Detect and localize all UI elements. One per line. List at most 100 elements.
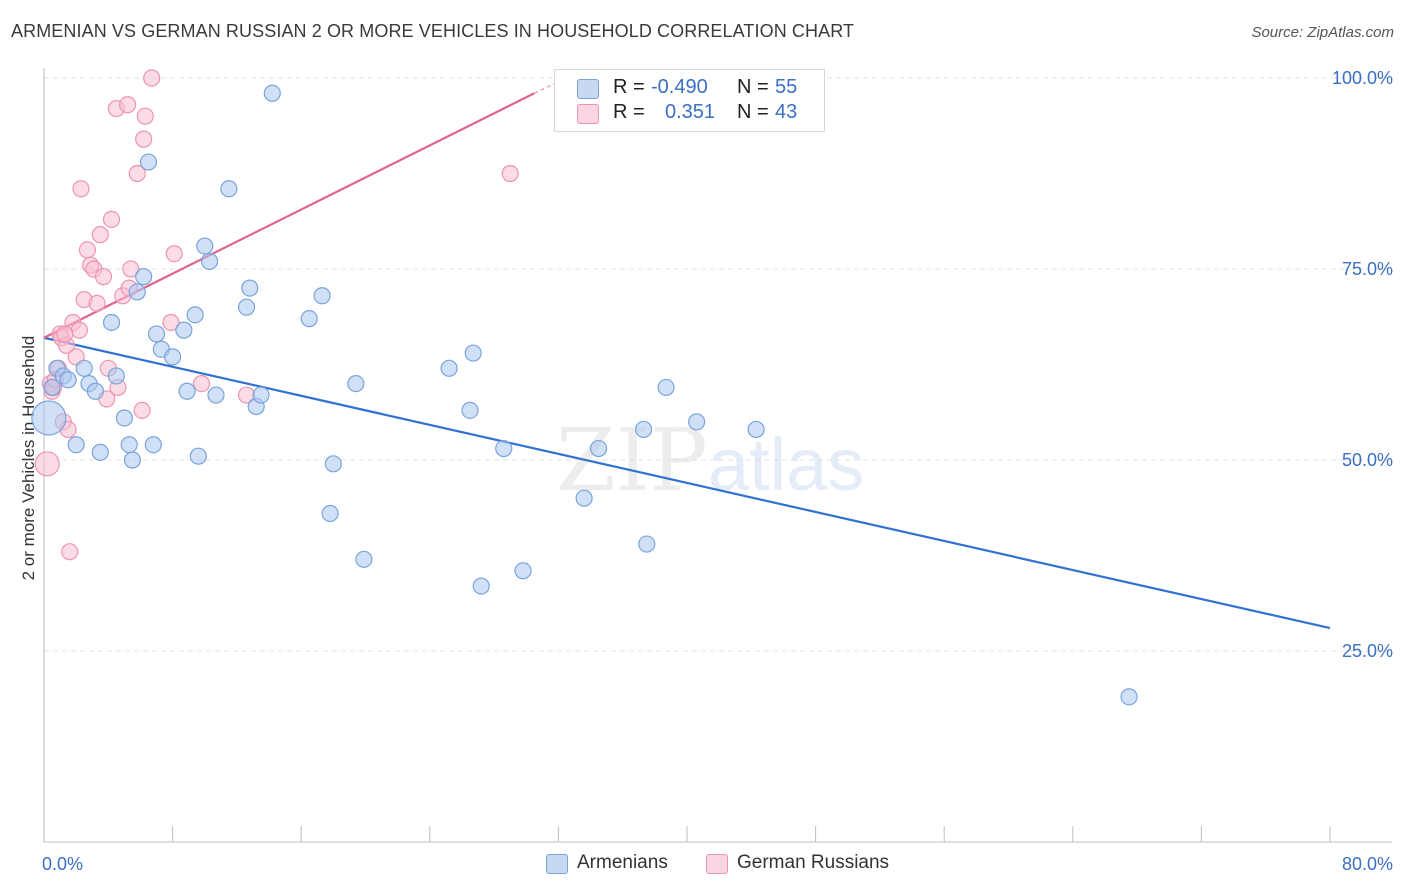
point-armenians-48[interactable] [589, 439, 608, 458]
point-german-russians-28[interactable] [118, 96, 137, 114]
legend-r-label: R = [613, 76, 645, 98]
point-armenians-42[interactable] [461, 401, 479, 419]
source-label[interactable]: Source: ZipAtlas.com [1251, 24, 1394, 41]
bottom-legend-label-armenians: Armenians [577, 852, 668, 873]
point-armenians-23[interactable] [178, 382, 196, 400]
bottom-legend-label-german-russians: German Russians [737, 852, 890, 873]
point-armenians-31[interactable] [241, 279, 259, 297]
point-armenians-9[interactable] [91, 443, 109, 461]
point-german-russians-36[interactable] [162, 313, 180, 332]
point-armenians-50[interactable] [638, 535, 656, 553]
y-tick-label-3: 100.0% [1332, 68, 1393, 88]
x-tick-label-max: 80.0% [1342, 854, 1393, 874]
point-armenians-36[interactable] [313, 287, 331, 305]
y-tick-label-2: 75.0% [1342, 259, 1393, 279]
trend-line-armenians [43, 336, 1331, 630]
point-armenians-35[interactable] [300, 310, 318, 328]
point-armenians-22[interactable] [175, 321, 193, 339]
y-tick-label-1: 50.0% [1342, 450, 1393, 470]
legend-r-label: R = [613, 101, 645, 123]
point-armenians-41[interactable] [440, 359, 458, 377]
watermark-atlas: atlas [708, 423, 864, 506]
point-armenians-44[interactable] [472, 577, 490, 595]
point-german-russians-30[interactable] [122, 260, 140, 278]
point-german-russians-24[interactable] [102, 210, 121, 228]
point-armenians-21[interactable] [164, 348, 182, 366]
legend-r-value: 0.351 [665, 101, 716, 123]
point-armenians-24[interactable] [186, 306, 204, 324]
point-armenians-11[interactable] [107, 367, 125, 385]
point-german-russians-38[interactable] [192, 375, 211, 393]
point-armenians-33[interactable] [252, 386, 270, 404]
point-armenians-51[interactable] [657, 378, 675, 397]
legend-n-label: N = [737, 101, 769, 123]
point-armenians-13[interactable] [120, 436, 138, 454]
legend-n-value: 55 [775, 76, 798, 98]
point-german-russians-21[interactable] [94, 268, 113, 286]
point-armenians-30[interactable] [237, 298, 256, 316]
legend-r-value: -0.490 [651, 76, 708, 98]
point-armenians-53[interactable] [747, 420, 765, 439]
point-armenians-5[interactable] [67, 436, 85, 454]
point-armenians-6[interactable] [75, 359, 93, 377]
point-armenians-17[interactable] [139, 153, 158, 171]
point-armenians-39[interactable] [347, 375, 365, 393]
bottom-legend-swatch-armenians [546, 854, 568, 874]
legend-swatch-armenians [577, 79, 599, 99]
legend-n-label: N = [737, 76, 769, 98]
point-armenians-43[interactable] [464, 344, 482, 362]
point-german-russians-0[interactable] [34, 451, 60, 477]
point-german-russians-34[interactable] [136, 107, 154, 125]
point-armenians-34[interactable] [263, 84, 281, 102]
point-armenians-4[interactable] [59, 371, 77, 389]
point-armenians-27[interactable] [200, 252, 219, 270]
point-german-russians-31[interactable] [128, 164, 146, 183]
point-armenians-25[interactable] [189, 447, 207, 465]
point-armenians-29[interactable] [220, 180, 238, 198]
point-armenians-40[interactable] [355, 550, 373, 568]
point-german-russians-20[interactable] [91, 226, 109, 244]
point-armenians-47[interactable] [575, 489, 593, 507]
watermark: ZIP atlas [556, 411, 864, 511]
point-german-russians-10[interactable] [61, 543, 79, 561]
x-tick-label-min: 0.0% [42, 854, 83, 874]
point-armenians-45[interactable] [495, 439, 513, 458]
y-tick-label-0: 25.0% [1342, 641, 1393, 661]
point-german-russians-32[interactable] [133, 401, 151, 419]
point-german-russians-19[interactable] [88, 294, 106, 312]
point-armenians-0[interactable] [31, 400, 67, 436]
point-armenians-26[interactable] [196, 237, 214, 255]
point-armenians-15[interactable] [128, 283, 146, 301]
tick-labels: 25.0% 50.0% 75.0% 100.0% 0.0% 80.0% [42, 68, 1393, 874]
point-armenians-49[interactable] [634, 420, 653, 439]
point-german-russians-33[interactable] [135, 130, 153, 148]
point-armenians-14[interactable] [123, 451, 142, 469]
point-armenians-16[interactable] [135, 268, 153, 286]
point-armenians-19[interactable] [147, 325, 166, 343]
trend-lines [43, 81, 1331, 630]
point-armenians-1[interactable] [43, 378, 61, 397]
point-armenians-12[interactable] [115, 409, 133, 427]
point-armenians-28[interactable] [207, 386, 225, 404]
point-armenians-46[interactable] [514, 562, 532, 580]
chart-title: ARMENIAN VS GERMAN RUSSIAN 2 OR MORE VEH… [11, 21, 855, 41]
point-armenians-54[interactable] [1120, 688, 1138, 706]
point-armenians-52[interactable] [688, 413, 706, 431]
legend-swatch-german-russians [577, 104, 599, 124]
point-german-russians-42[interactable] [56, 325, 74, 343]
bottom-legend-swatch-german-russians [706, 854, 728, 874]
point-german-russians-35[interactable] [143, 69, 161, 87]
point-german-russians-37[interactable] [165, 245, 183, 263]
point-armenians-10[interactable] [102, 313, 121, 332]
point-armenians-18[interactable] [144, 436, 162, 454]
point-armenians-8[interactable] [86, 382, 105, 400]
point-german-russians-16[interactable] [78, 241, 97, 259]
point-german-russians-40[interactable] [501, 164, 519, 183]
point-armenians-38[interactable] [324, 455, 342, 473]
point-armenians-37[interactable] [321, 504, 339, 523]
point-german-russians-13[interactable] [70, 321, 88, 339]
legend-n-value: 43 [775, 101, 798, 123]
correlation-legend: R = -0.490 N = 55 R = 0.351 N = 43 [554, 69, 825, 132]
point-german-russians-14[interactable] [72, 180, 90, 198]
